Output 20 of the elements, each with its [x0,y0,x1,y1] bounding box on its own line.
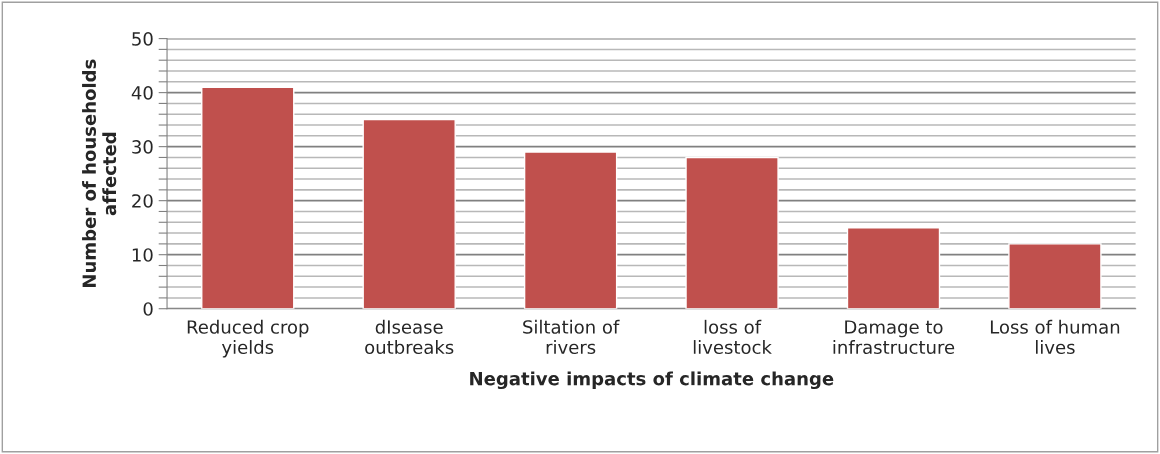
y-tick-label: 30 [132,140,153,154]
y-tick-label: 50 [132,32,153,46]
y-tick-label: 20 [132,194,153,208]
x-tick-label: dIsease outbreaks [365,319,454,355]
bar [201,86,295,309]
x-tick-label: Damage to infrastructure [833,320,955,355]
y-axis-title: Number of households affected [82,59,117,287]
x-tick-label: Reduced crop yields [187,319,309,358]
bar [846,226,941,309]
y-tick-label: 0 [143,302,153,316]
x-tick-label: Siltation of rivers [523,319,620,355]
x-tick-label: Loss of human lives [990,319,1120,355]
y-tick-label: 40 [131,86,153,100]
bar [1008,243,1102,309]
bar [685,156,779,309]
x-tick-label: loss of livestock [693,319,772,355]
bar [362,118,456,309]
x-axis-title: Negative impacts of climate change [470,371,834,390]
y-tick-label: 10 [132,248,153,262]
bar [523,151,618,309]
